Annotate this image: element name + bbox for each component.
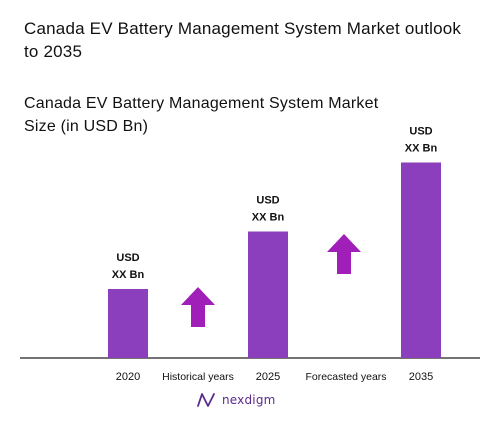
period-label-2: Forecasted years xyxy=(305,371,386,383)
x-tick-label-2025: 2025 xyxy=(256,371,280,383)
chart-title: Canada EV Battery Management System Mark… xyxy=(24,19,462,61)
data-label-2025-line1: USD xyxy=(256,195,279,207)
data-label-2035-line1: USD xyxy=(409,126,432,138)
data-label-2020-line1: USD xyxy=(116,252,139,264)
brand-logo: nexdigm xyxy=(196,392,276,408)
bar-2020 xyxy=(108,289,148,358)
chart-subtitle: Canada EV Battery Management System Mark… xyxy=(24,95,379,135)
period-label-1: Historical years xyxy=(162,371,234,383)
data-label-2035-line2: XX Bn xyxy=(405,143,438,155)
up-arrow-icon xyxy=(181,287,215,327)
bar-2025 xyxy=(248,231,288,358)
bar-2035 xyxy=(401,162,441,358)
x-tick-label-2035: 2035 xyxy=(409,371,433,383)
nexdigm-logo-icon xyxy=(197,393,215,407)
data-label-2020-line2: XX Bn xyxy=(112,269,145,281)
brand-name: nexdigm xyxy=(222,393,276,407)
x-tick-label-2020: 2020 xyxy=(116,371,140,383)
up-arrow-icon xyxy=(327,234,361,274)
data-label-2025-line2: XX Bn xyxy=(252,212,285,224)
